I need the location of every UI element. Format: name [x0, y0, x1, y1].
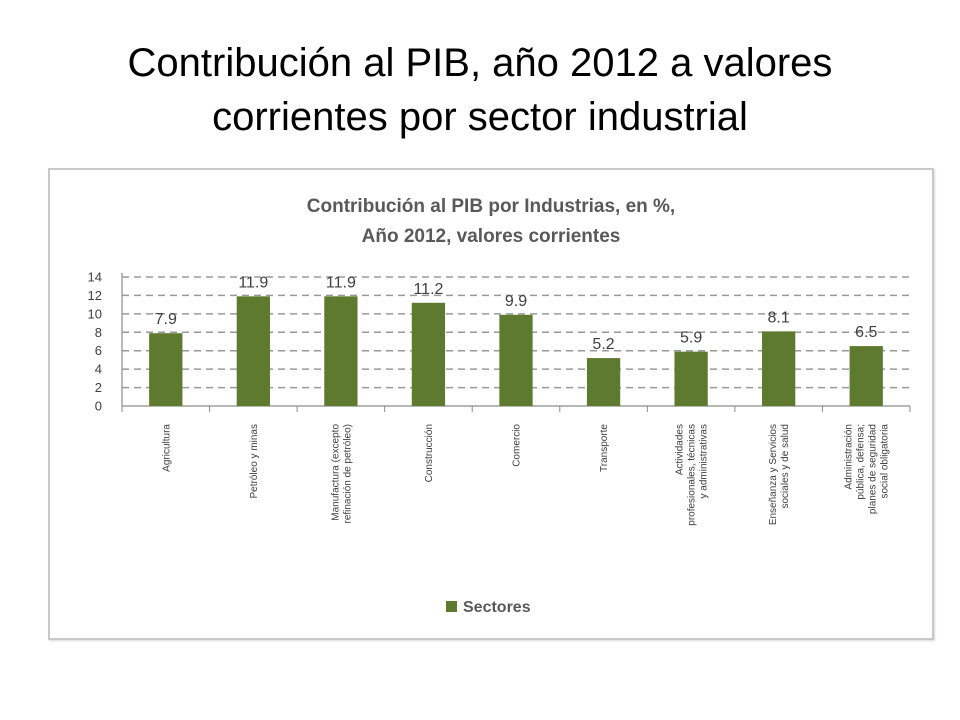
chart-title-line: Año 2012, valores corrientes — [362, 226, 621, 247]
bar — [236, 296, 270, 406]
category-label: Construcción — [424, 424, 435, 482]
bar — [586, 358, 621, 406]
category-label-line: sociales y de salud — [780, 424, 791, 509]
data-label: 5.2 — [592, 336, 614, 353]
category-label-line: Petróleo y minas — [249, 424, 260, 498]
category-label-line: Administración — [844, 424, 855, 490]
legend-swatch — [446, 601, 457, 612]
category-label: Manufactura (exceptorefinación de petról… — [330, 424, 353, 524]
bar — [849, 346, 883, 406]
category-label: Administraciónpública, defensa;planes de… — [844, 424, 891, 515]
chart-frame: Contribución al PIB por Industrias, en %… — [48, 168, 934, 640]
y-tick-label: 14 — [88, 270, 102, 285]
category-label-line: y administrativas — [699, 424, 710, 498]
bar-chart: Contribución al PIB por Industrias, en %… — [88, 196, 911, 616]
data-label: 9.9 — [505, 293, 527, 310]
slide-title: Contribución al PIB, año 2012 a valores … — [127, 41, 833, 139]
category-label-line: refinación de petróleo) — [342, 424, 353, 524]
data-label: 11.9 — [326, 274, 356, 291]
category-label-line: pública, defensa; — [856, 424, 867, 500]
category-label-line: Transporte — [599, 424, 610, 472]
bar — [762, 331, 796, 406]
y-tick-label: 12 — [88, 288, 102, 303]
category-label-line: Actividades — [675, 424, 686, 475]
bar — [411, 302, 446, 406]
category-label: Petróleo y minas — [249, 424, 260, 498]
category-label: Enseñanza y Serviciossociales y de salud — [768, 424, 791, 525]
y-tick-label: 0 — [95, 399, 102, 414]
category-label: Comercio — [512, 424, 523, 467]
legend-label: Sectores — [463, 599, 531, 616]
data-label: 11.2 — [413, 281, 443, 298]
data-label: 11.9 — [238, 274, 268, 291]
y-tick-label: 8 — [95, 325, 102, 340]
category-label-line: Enseñanza y Servicios — [768, 424, 779, 525]
bar — [324, 296, 358, 406]
y-tick-label: 6 — [95, 343, 102, 358]
y-tick-label: 10 — [88, 306, 102, 321]
chart-title-line: Contribución al PIB por Industrias, en %… — [307, 196, 675, 217]
y-tick-label: 4 — [95, 362, 102, 377]
category-label: Agricultura — [161, 424, 172, 472]
bar — [674, 351, 708, 406]
data-label: 6.5 — [855, 324, 877, 341]
data-label: 7.9 — [155, 311, 177, 328]
bar — [499, 314, 533, 406]
bar — [149, 333, 183, 406]
category-label-line: Manufactura (excepto — [330, 424, 341, 521]
category-label: Actividadesprofesionales, técnicasy admi… — [675, 424, 710, 526]
category-label-line: planes de seguridad — [868, 424, 879, 514]
category-label: Transporte — [599, 424, 610, 472]
y-tick-label: 2 — [95, 380, 102, 395]
category-label-line: Comercio — [512, 424, 523, 467]
data-label: 5.9 — [680, 330, 702, 347]
category-label-line: profesionales, técnicas — [687, 424, 698, 526]
data-label: 8.1 — [768, 309, 790, 326]
category-label-line: Construcción — [424, 424, 435, 482]
category-label-line: Agricultura — [161, 424, 172, 472]
category-label-line: social obligatoria — [880, 424, 891, 499]
